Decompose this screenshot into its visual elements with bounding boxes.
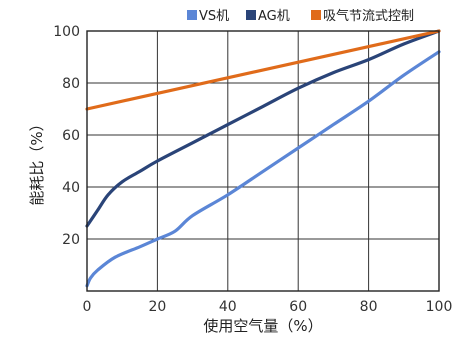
y-tick-label: 80: [62, 76, 80, 92]
x-tick-label: 60: [289, 299, 307, 315]
x-tick-label: 100: [426, 299, 453, 315]
legend-label: VS机: [199, 9, 229, 24]
grid: [87, 31, 439, 291]
x-tick-labels: 0 20 40 60 80 100: [83, 299, 453, 315]
y-tick-label: 100: [53, 24, 80, 40]
y-tick-labels: 20 40 60 80 100: [53, 24, 80, 248]
x-tick-label: 80: [360, 299, 378, 315]
legend-swatch: [187, 10, 197, 20]
legend-swatch: [311, 10, 321, 20]
legend-swatch: [246, 10, 256, 20]
x-tick-label: 20: [148, 299, 166, 315]
x-axis-title: 使用空气量（%）: [203, 317, 322, 335]
throttle-series-line: [85, 29, 441, 111]
vs-series-line: [85, 50, 441, 288]
y-tick-label: 20: [62, 232, 80, 248]
plot-frame: [86, 30, 440, 292]
y-axis-title: 能耗比（%）: [28, 116, 46, 205]
y-tick-label: 40: [62, 180, 80, 196]
x-tick-label: 0: [83, 299, 92, 315]
x-tick-label: 40: [219, 299, 237, 315]
legend-label: 吸气节流式控制: [323, 8, 414, 24]
series-layer: [85, 29, 441, 288]
plot-area: [87, 31, 439, 291]
ag-series-line: [85, 29, 441, 228]
legend: VS机 AG机 吸气节流式控制: [187, 8, 414, 24]
y-tick-label: 60: [62, 128, 80, 144]
legend-label: AG机: [258, 9, 290, 24]
